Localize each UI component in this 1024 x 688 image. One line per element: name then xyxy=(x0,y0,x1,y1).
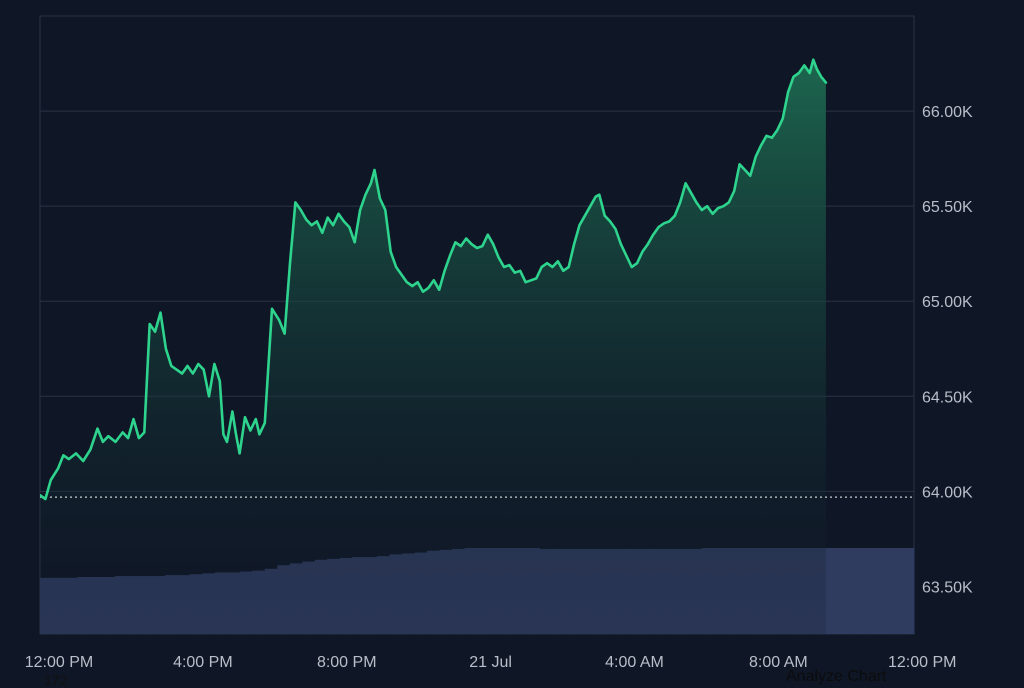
x-axis-ticks: 12:00 PM 4:00 PM 8:00 PM 21 Jul 4:00 AM 8:00 … xyxy=(25,654,957,671)
x-tick-label-5: 8:00 AM xyxy=(749,654,808,671)
volume-bar-66 xyxy=(864,548,878,634)
x-tick-label-1: 4:00 PM xyxy=(173,654,233,671)
x-tick-label-0: 12:00 PM xyxy=(25,654,93,671)
volume-bar-65 xyxy=(851,548,865,634)
y-tick-label-2: 64.50K xyxy=(922,389,973,406)
volume-bar-69 xyxy=(901,548,915,634)
price-area-fill xyxy=(40,59,826,634)
y-tick-label-3: 65.00K xyxy=(922,294,973,311)
volume-bar-64 xyxy=(839,548,853,634)
x-tick-label-6: 12:00 PM xyxy=(888,654,956,671)
x-tick-label-4: 4:00 AM xyxy=(605,654,664,671)
footer-count-label: 172 xyxy=(44,672,68,688)
volume-bar-68 xyxy=(889,548,903,634)
volume-bar-67 xyxy=(876,548,890,634)
volume-bar-63 xyxy=(826,548,840,634)
y-tick-label-1: 64.00K xyxy=(922,484,973,501)
x-tick-label-2: 8:00 PM xyxy=(317,654,377,671)
x-tick-label-3: 21 Jul xyxy=(469,654,512,671)
y-tick-label-0: 63.50K xyxy=(922,579,973,596)
analyze-chart-link[interactable]: Analyze Chart xyxy=(786,668,887,685)
price-line xyxy=(40,58,828,501)
price-series-line xyxy=(40,58,828,501)
y-axis-ticks: 63.50K 64.00K 64.50K 65.00K 65.50K 66.00K xyxy=(922,104,973,596)
y-tick-label-5: 66.00K xyxy=(922,104,973,121)
price-area xyxy=(40,59,826,634)
y-tick-label-4: 65.50K xyxy=(922,199,973,216)
